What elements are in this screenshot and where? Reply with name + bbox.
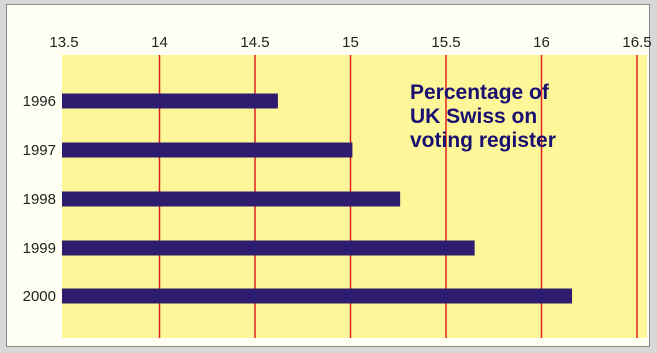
category-label-2000: 2000 — [23, 288, 56, 305]
x-tick-label: 14 — [151, 34, 168, 51]
bar-1997 — [62, 142, 353, 158]
category-label-1999: 1999 — [23, 240, 56, 257]
category-label-1998: 1998 — [23, 191, 56, 208]
bar-1998 — [62, 191, 401, 207]
bar-1999 — [62, 240, 475, 256]
category-label-1997: 1997 — [23, 142, 56, 159]
x-tick-labels: 13.5 14 14.5 15 15.5 16 16.5 — [49, 34, 651, 51]
chart-title-line: UK Swiss on — [410, 105, 537, 128]
x-tick-label: 14.5 — [240, 34, 269, 51]
bar-1996 — [62, 93, 278, 109]
bars — [62, 93, 573, 304]
y-category-labels: 1996 1997 1998 1999 2000 — [23, 93, 56, 305]
chart-title: Percentage of UK Swiss on voting register — [410, 81, 556, 152]
bar-2000 — [62, 288, 573, 304]
x-tick-label: 15.5 — [431, 34, 460, 51]
chart-title-line: voting register — [410, 129, 556, 152]
x-tick-label: 16.5 — [622, 34, 651, 51]
category-label-1996: 1996 — [23, 93, 56, 110]
x-tick-label: 16 — [533, 34, 550, 51]
x-tick-label: 15 — [342, 34, 359, 51]
chart-title-line: Percentage of — [410, 81, 550, 104]
x-tick-label: 13.5 — [49, 34, 78, 51]
